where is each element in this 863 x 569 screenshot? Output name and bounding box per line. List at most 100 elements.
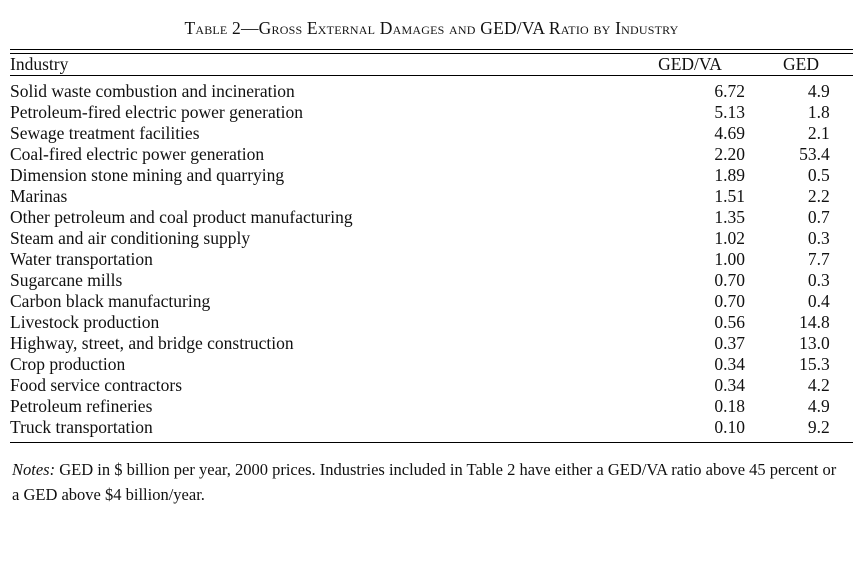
cell-ged: 0.3 xyxy=(760,228,853,249)
data-table-body: Solid waste combustion and incineration … xyxy=(10,76,853,442)
cell-ged-va: 4.69 xyxy=(714,123,745,143)
column-header-ged: GED xyxy=(783,54,819,74)
cell-ged-value: 13.0 xyxy=(799,333,830,353)
table-row: Truck transportation 0.10 9.2 xyxy=(10,417,853,442)
bottom-rule xyxy=(10,442,853,443)
cell-ged: 0.3 xyxy=(760,270,853,291)
table-title: Table 2—Gross External Damages and GED/V… xyxy=(184,18,679,38)
cell-ged-va: 1.89 xyxy=(714,165,745,185)
cell-ged-va: 0.70 xyxy=(714,270,745,290)
column-header-ged-va: GED/VA xyxy=(658,54,722,74)
cell-ged-va: 0.18 xyxy=(714,396,745,416)
cell-ged-va: 1.00 xyxy=(714,249,745,269)
cell-industry: Carbon black manufacturing xyxy=(10,291,211,311)
cell-ged-va: 0.70 xyxy=(714,291,745,311)
table-row: Food service contractors 0.34 4.2 xyxy=(10,375,853,396)
cell-industry: Sugarcane mills xyxy=(10,270,123,290)
table-row: Petroleum-fired electric power generatio… xyxy=(10,102,853,123)
table-row: Sewage treatment facilities 4.69 2.1 xyxy=(10,123,853,144)
cell-industry: Truck transportation xyxy=(10,417,153,437)
table-row: Marinas 1.51 2.2 xyxy=(10,186,853,207)
cell-industry: Marinas xyxy=(10,186,68,206)
table-notes: Notes: GED in $ billion per year, 2000 p… xyxy=(10,443,853,507)
notes-body: GED in $ billion per year, 2000 prices. … xyxy=(12,460,837,504)
cell-ged-value: 4.9 xyxy=(807,396,830,416)
table-row: Petroleum refineries 0.18 4.9 xyxy=(10,396,853,417)
cell-industry: Sewage treatment facilities xyxy=(10,123,200,143)
table-row: Livestock production 0.56 14.8 xyxy=(10,312,853,333)
cell-ged-value: 7.7 xyxy=(807,249,830,269)
cell-ged-va: 0.56 xyxy=(714,312,745,332)
cell-ged: 0.4 xyxy=(760,291,853,312)
cell-industry: Highway, street, and bridge construction xyxy=(10,333,294,353)
notes-label: Notes: xyxy=(12,460,56,479)
cell-ged-va: 1.35 xyxy=(714,207,745,227)
cell-ged-value: 4.9 xyxy=(807,81,830,101)
table-row: Other petroleum and coal product manufac… xyxy=(10,207,853,228)
cell-ged-value: 15.3 xyxy=(799,354,830,374)
cell-ged-value: 0.7 xyxy=(807,207,830,227)
table-header: Industry GED/VA GED xyxy=(10,54,853,75)
cell-industry: Crop production xyxy=(10,354,126,374)
cell-ged-value: 0.4 xyxy=(807,291,830,311)
cell-ged-va: 0.34 xyxy=(714,354,745,374)
cell-ged-value: 53.4 xyxy=(799,144,830,164)
cell-ged: 53.4 xyxy=(760,144,853,165)
cell-ged: 9.2 xyxy=(760,417,853,442)
table-body: Solid waste combustion and incineration … xyxy=(10,76,853,442)
cell-ged-va: 0.37 xyxy=(714,333,745,353)
cell-ged: 4.2 xyxy=(760,375,853,396)
table-row: Highway, street, and bridge construction… xyxy=(10,333,853,354)
header-rule xyxy=(10,75,853,76)
top-double-rule xyxy=(10,49,853,54)
table-row: Steam and air conditioning supply 1.02 0… xyxy=(10,228,853,249)
cell-ged: 15.3 xyxy=(760,354,853,375)
cell-ged-va: 5.13 xyxy=(714,102,745,122)
cell-industry: Solid waste combustion and incineration xyxy=(10,81,295,101)
cell-ged-va: 1.02 xyxy=(714,228,745,248)
cell-ged-va: 6.72 xyxy=(714,81,745,101)
cell-ged-value: 14.8 xyxy=(799,312,830,332)
cell-ged-value: 9.2 xyxy=(807,417,830,437)
cell-ged: 0.5 xyxy=(760,165,853,186)
cell-industry: Water transportation xyxy=(10,249,153,269)
cell-ged-va: 0.34 xyxy=(714,375,745,395)
cell-ged: 7.7 xyxy=(760,249,853,270)
cell-industry: Livestock production xyxy=(10,312,160,332)
cell-ged-va: 2.20 xyxy=(714,144,745,164)
cell-ged: 4.9 xyxy=(760,396,853,417)
table-row: Dimension stone mining and quarrying 1.8… xyxy=(10,165,853,186)
cell-ged-value: 2.2 xyxy=(807,186,830,206)
cell-ged-value: 2.1 xyxy=(807,123,830,143)
cell-industry: Dimension stone mining and quarrying xyxy=(10,165,285,185)
table-row: Crop production 0.34 15.3 xyxy=(10,354,853,375)
cell-ged-value: 1.8 xyxy=(807,102,830,122)
cell-ged: 13.0 xyxy=(760,333,853,354)
cell-ged-value: 0.3 xyxy=(807,270,830,290)
table-row: Water transportation 1.00 7.7 xyxy=(10,249,853,270)
table-row: Carbon black manufacturing 0.70 0.4 xyxy=(10,291,853,312)
cell-industry: Food service contractors xyxy=(10,375,183,395)
cell-ged-va: 1.51 xyxy=(714,186,745,206)
cell-ged-value: 0.5 xyxy=(807,165,830,185)
cell-ged: 14.8 xyxy=(760,312,853,333)
cell-ged: 1.8 xyxy=(760,102,853,123)
cell-industry: Petroleum-fired electric power generatio… xyxy=(10,102,303,122)
table-row: Sugarcane mills 0.70 0.3 xyxy=(10,270,853,291)
column-header-industry: Industry xyxy=(10,54,69,74)
cell-ged-value: 4.2 xyxy=(807,375,830,395)
cell-ged: 2.1 xyxy=(760,123,853,144)
cell-industry: Petroleum refineries xyxy=(10,396,153,416)
cell-industry: Coal-fired electric power generation xyxy=(10,144,265,164)
cell-ged-value: 0.3 xyxy=(807,228,830,248)
cell-industry: Other petroleum and coal product manufac… xyxy=(10,207,353,227)
cell-ged: 2.2 xyxy=(760,186,853,207)
cell-industry: Steam and air conditioning supply xyxy=(10,228,251,248)
table-row: Solid waste combustion and incineration … xyxy=(10,76,853,102)
data-table: Industry GED/VA GED xyxy=(10,54,853,75)
header-row: Industry GED/VA GED xyxy=(10,54,853,75)
cell-ged-va: 0.10 xyxy=(714,417,745,437)
cell-ged: 0.7 xyxy=(760,207,853,228)
cell-ged: 4.9 xyxy=(760,76,853,102)
